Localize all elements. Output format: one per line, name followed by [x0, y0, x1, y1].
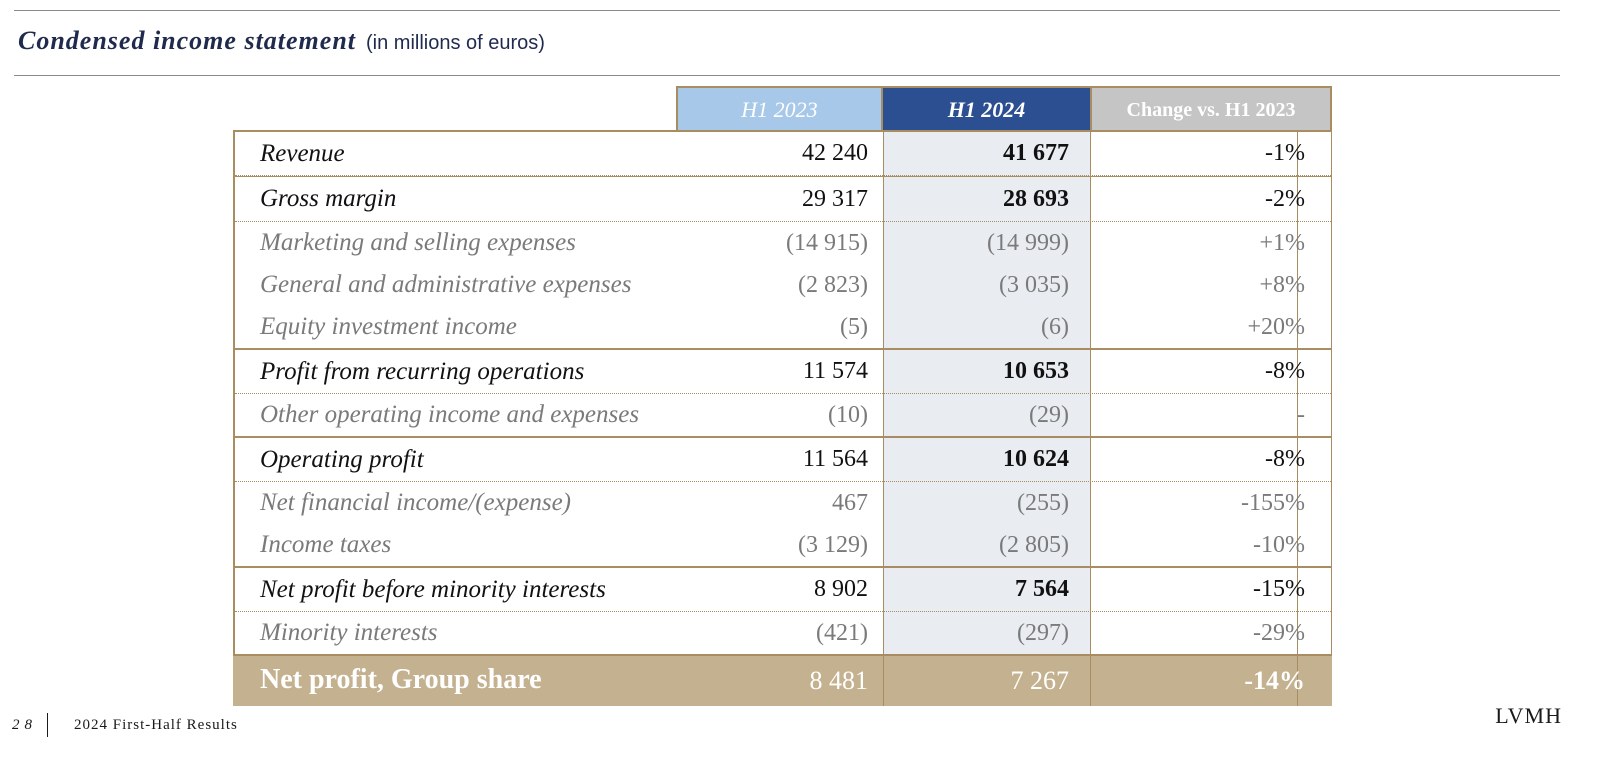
table-row-other-operating: Other operating income and expenses (10)… [235, 394, 1331, 436]
cell-h1-2024: (6) [1041, 313, 1069, 340]
page-subtitle: (in millions of euros) [366, 32, 545, 54]
cell-h1-2024: (14 999) [987, 229, 1069, 256]
cell-change: -8% [1265, 446, 1305, 472]
row-label: Other operating income and expenses [260, 401, 640, 428]
row-label: Equity investment income [260, 313, 517, 340]
cell-h1-2023: 29 317 [802, 185, 868, 212]
title-rule [14, 75, 1560, 76]
cell-h1-2023: (2 823) [798, 271, 868, 298]
title-row: Condensed income statement (in millions … [18, 26, 545, 56]
cell-h1-2023: (421) [816, 619, 868, 646]
footer-divider [47, 713, 48, 737]
row-label: Profit from recurring operations [260, 357, 585, 385]
table-row-net-profit-before-minority: Net profit before minority interests 8 9… [235, 566, 1331, 612]
cell-h1-2024: (297) [1017, 619, 1069, 646]
row-label: Marketing and selling expenses [260, 229, 576, 256]
column-divider [883, 656, 884, 706]
table-row-operating-profit: Operating profit 11 564 10 624 -8% [235, 436, 1331, 482]
column-divider [1090, 130, 1091, 706]
cell-change: -15% [1253, 576, 1305, 602]
total-cell-h1-2023: 8 481 [809, 666, 869, 695]
column-header-h1-2024: H1 2024 [883, 86, 1090, 130]
footer-text: 2024 First-Half Results [74, 716, 238, 733]
table-row-recurring-operations: Profit from recurring operations 11 574 … [235, 348, 1331, 394]
cell-change: - [1297, 401, 1305, 428]
row-label: Gross margin [260, 185, 397, 212]
row-label: Net financial income/(expense) [260, 489, 571, 516]
cell-h1-2023: 8 902 [814, 576, 868, 602]
cell-change: +8% [1259, 271, 1305, 298]
row-label: Income taxes [260, 531, 392, 558]
top-rule [14, 10, 1560, 11]
lvmh-logo: LVMH [1495, 703, 1562, 728]
page-title: Condensed income statement [18, 26, 356, 55]
table-row-income-taxes: Income taxes (3 129) (2 805) -10% [235, 524, 1331, 566]
cell-h1-2024: 10 653 [1003, 358, 1069, 384]
cell-change: -1% [1265, 140, 1305, 166]
cell-h1-2024: 41 677 [1003, 140, 1069, 166]
cell-h1-2024: (255) [1017, 489, 1069, 516]
row-label: Minority interests [260, 619, 438, 646]
row-label: Revenue [260, 139, 345, 167]
column-divider [1297, 130, 1298, 706]
cell-change: -10% [1253, 531, 1305, 558]
table-row-net-financial: Net financial income/(expense) 467 (255)… [235, 482, 1331, 524]
table-row-net-profit-group-share: Net profit, Group share 8 481 7 267 -14% [233, 654, 1332, 706]
cell-change: +20% [1247, 313, 1305, 340]
row-label: Operating profit [260, 445, 424, 473]
row-label: General and administrative expenses [260, 271, 632, 298]
table-row-gross-margin: Gross margin 29 317 28 693 -2% [235, 176, 1331, 222]
cell-h1-2024: 7 564 [1015, 576, 1069, 602]
cell-h1-2024: (2 805) [999, 531, 1069, 558]
cell-h1-2023: 467 [832, 489, 868, 516]
cell-change: -2% [1265, 185, 1305, 212]
cell-h1-2024: (29) [1029, 401, 1069, 428]
cell-h1-2023: 11 574 [802, 358, 868, 384]
cell-h1-2023: (5) [840, 313, 868, 340]
cell-change: -155% [1241, 489, 1305, 516]
h1-2024-column-shade [883, 130, 1090, 706]
total-row-label: Net profit, Group share [260, 664, 542, 695]
column-header-change: Change vs. H1 2023 [1090, 86, 1332, 130]
table-row-revenue: Revenue 42 240 41 677 -1% [235, 130, 1331, 176]
table-body: Revenue 42 240 41 677 -1% Gross margin 2… [233, 130, 1332, 706]
cell-h1-2023: (10) [828, 401, 868, 428]
row-label: Net profit before minority interests [260, 575, 606, 603]
cell-h1-2023: 11 564 [802, 446, 868, 472]
cell-h1-2023: 42 240 [802, 140, 868, 166]
page-number: 28 [12, 716, 37, 733]
footer: 28 2024 First-Half Results [12, 713, 238, 737]
cell-change: -29% [1253, 619, 1305, 646]
cell-h1-2024: 10 624 [1003, 446, 1069, 472]
cell-h1-2023: (14 915) [786, 229, 868, 256]
cell-h1-2024: (3 035) [999, 271, 1069, 298]
column-header-h1-2023: H1 2023 [676, 86, 883, 130]
cell-h1-2024: 28 693 [1003, 185, 1069, 212]
cell-change: -8% [1265, 358, 1305, 384]
total-cell-h1-2024: 7 267 [1010, 666, 1070, 695]
cell-change: +1% [1259, 229, 1305, 256]
column-divider [1297, 656, 1298, 706]
column-divider [1090, 656, 1091, 706]
table-row-equity-investment: Equity investment income (5) (6) +20% [235, 306, 1331, 348]
column-divider [883, 130, 884, 706]
table-row-general-admin: General and administrative expenses (2 8… [235, 264, 1331, 306]
table-row-minority-interests: Minority interests (421) (297) -29% [235, 612, 1331, 654]
total-cell-change: -14% [1244, 666, 1305, 695]
cell-h1-2023: (3 129) [798, 531, 868, 558]
table-row-marketing: Marketing and selling expenses (14 915) … [235, 222, 1331, 264]
